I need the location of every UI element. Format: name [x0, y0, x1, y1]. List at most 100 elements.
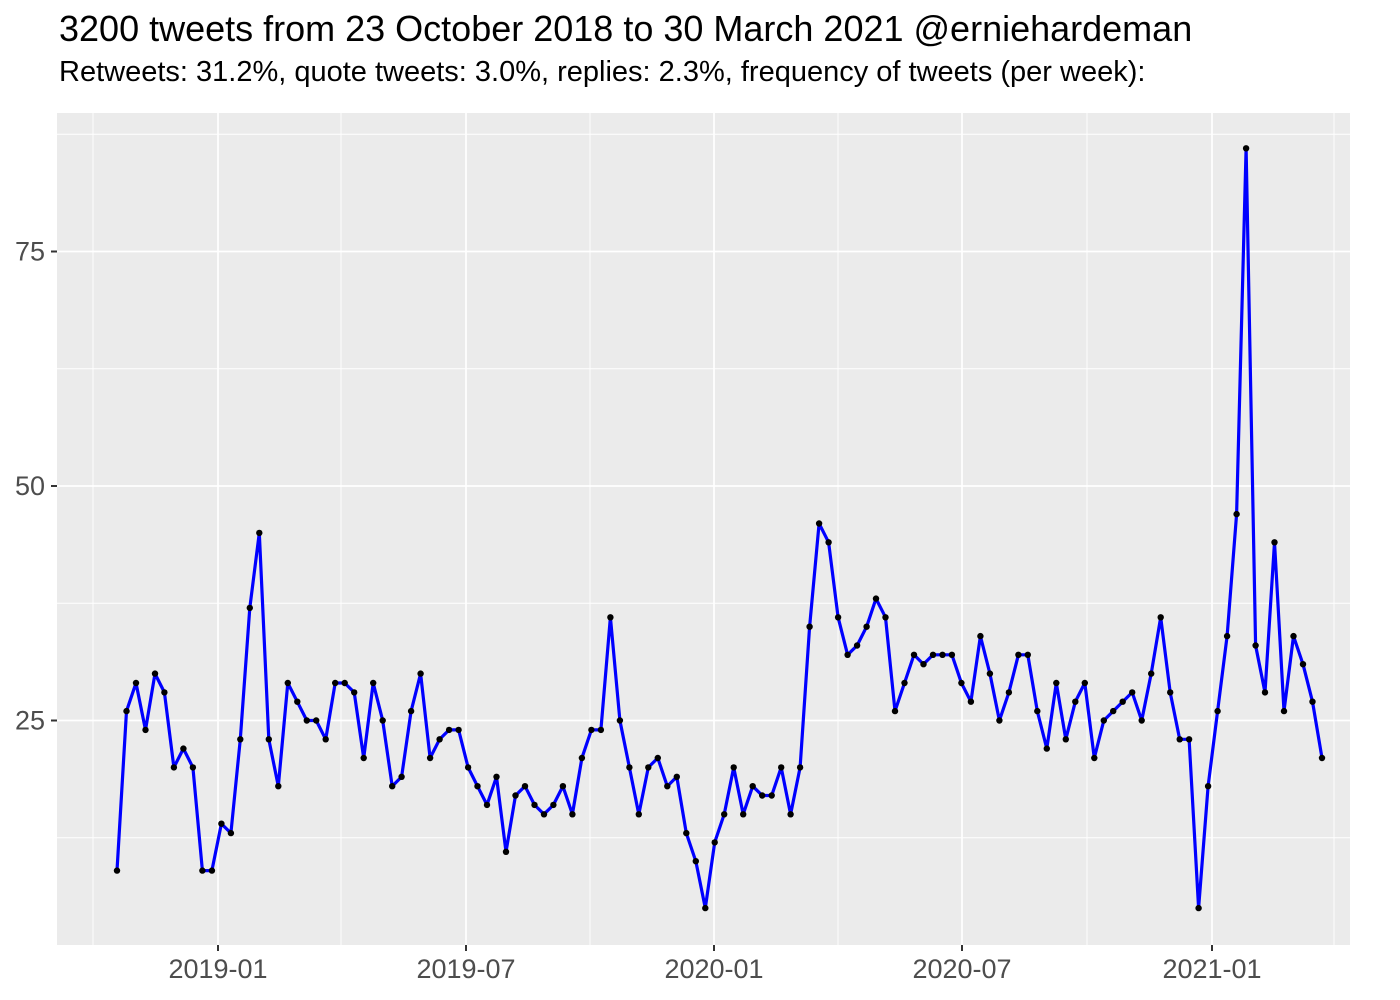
data-point [199, 867, 206, 874]
data-point [379, 717, 386, 724]
data-point [1195, 904, 1202, 912]
data-point [1242, 145, 1250, 152]
data-point [1148, 670, 1155, 677]
data-point [474, 783, 481, 790]
data-point [1214, 707, 1221, 715]
data-point [1185, 736, 1193, 743]
data-point [1290, 632, 1297, 640]
data-point [455, 726, 462, 734]
data-point [996, 717, 1003, 724]
data-point [1280, 707, 1288, 715]
data-point [132, 679, 140, 687]
data-point [626, 764, 633, 771]
data-point [901, 679, 908, 687]
data-point [607, 614, 614, 621]
data-point [958, 679, 965, 687]
data-point [1167, 689, 1174, 696]
data-point [161, 689, 168, 696]
data-point [1318, 754, 1326, 762]
data-point [512, 792, 519, 799]
data-point [1072, 698, 1079, 705]
data-point [635, 811, 642, 818]
chart-subtitle: Retweets: 31.2%, quote tweets: 3.0%, rep… [59, 56, 1146, 88]
data-point [796, 764, 804, 771]
data-point [389, 783, 396, 790]
data-point [189, 764, 197, 771]
data-point [948, 651, 956, 658]
data-point [616, 717, 624, 724]
data-point [360, 754, 367, 762]
data-point [275, 783, 282, 790]
data-point [749, 783, 756, 790]
data-point [588, 726, 595, 734]
data-point [313, 717, 320, 724]
data-point [1129, 689, 1136, 696]
data-point [882, 614, 889, 621]
data-point [180, 745, 187, 752]
data-point [692, 858, 699, 865]
data-point [1062, 736, 1070, 743]
data-point [1034, 707, 1041, 715]
data-point [407, 707, 415, 715]
data-point [683, 829, 690, 837]
data-point [550, 801, 557, 809]
data-point [445, 726, 453, 734]
data-point [768, 792, 775, 799]
x-axis-label: 2020-07 [912, 954, 1011, 984]
y-axis-label: 75 [15, 237, 45, 267]
data-point [645, 764, 652, 771]
data-point [929, 651, 937, 658]
data-point [237, 736, 244, 743]
data-point [654, 754, 661, 762]
data-point [531, 801, 538, 809]
data-point [891, 707, 899, 715]
data-point [218, 820, 225, 827]
data-point [294, 698, 301, 705]
data-point [1091, 754, 1098, 762]
data-point [1015, 651, 1022, 658]
data-point [787, 811, 794, 818]
data-point [986, 670, 994, 677]
data-point [1261, 689, 1269, 696]
data-point [664, 783, 671, 790]
data-point [853, 642, 861, 649]
data-point [977, 632, 984, 640]
x-axis-label: 2021-01 [1162, 954, 1261, 984]
data-point [1233, 510, 1240, 518]
data-point [284, 679, 291, 687]
data-point [521, 783, 529, 790]
data-point [483, 801, 491, 809]
data-point [142, 726, 149, 734]
data-point [351, 689, 358, 696]
data-point [1110, 707, 1117, 715]
data-point [559, 783, 567, 790]
chart-panel [57, 113, 1350, 945]
data-point [711, 839, 718, 846]
data-point [303, 717, 310, 724]
data-point [151, 670, 159, 677]
data-point [208, 867, 216, 874]
data-point [872, 595, 880, 602]
data-point [436, 736, 443, 743]
x-axis-label: 2020-01 [664, 954, 763, 984]
y-axis-label: 25 [15, 706, 45, 736]
data-point [341, 679, 348, 687]
data-point [426, 754, 434, 762]
data-point [332, 679, 339, 687]
y-axis-label: 50 [15, 471, 45, 501]
data-point [227, 829, 235, 837]
data-point [844, 651, 851, 658]
data-point [1271, 539, 1278, 546]
data-point [1223, 632, 1231, 640]
data-point [863, 623, 870, 630]
data-point [778, 764, 785, 771]
data-point [417, 670, 424, 677]
data-point [322, 736, 329, 743]
data-point [246, 604, 253, 612]
data-point [256, 529, 263, 537]
data-point [1299, 661, 1307, 668]
data-point [398, 773, 405, 780]
data-point [1204, 783, 1212, 790]
